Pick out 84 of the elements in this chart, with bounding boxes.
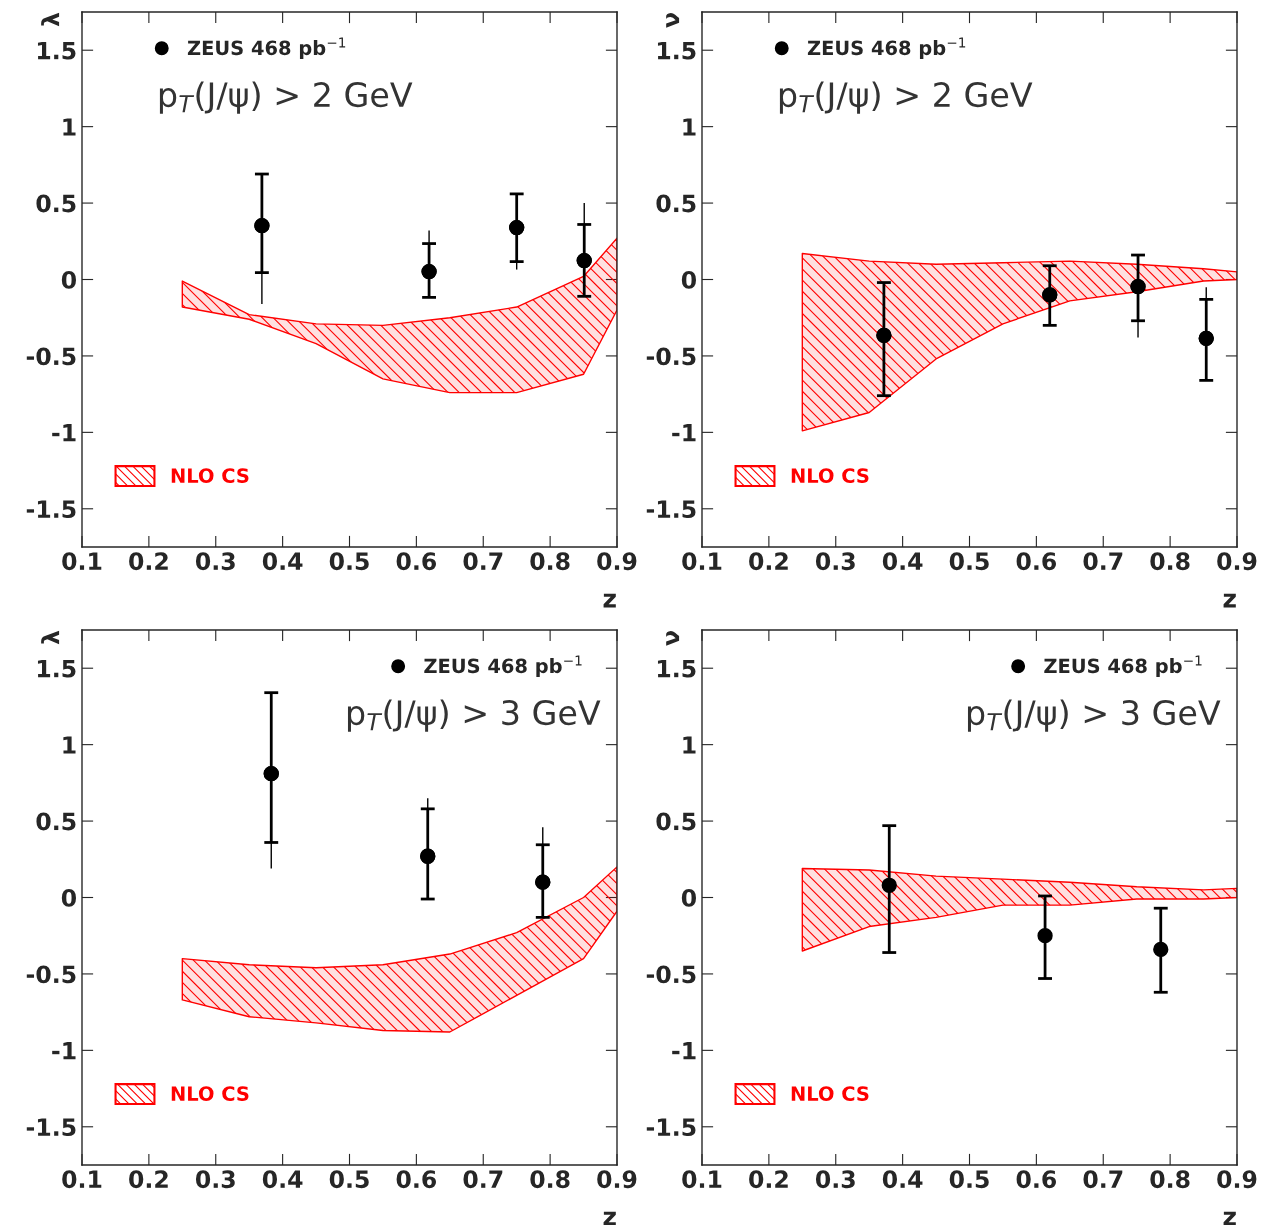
x-axis-title: z — [603, 1211, 616, 1225]
annotation: p$_{T}$(J/ψ) > 3 GeV — [967, 699, 1221, 732]
x-axis-title: z — [1223, 1211, 1236, 1225]
x-tick-label: 0.9 — [597, 1170, 637, 1189]
x-tick-label: 0.7 — [463, 1170, 503, 1189]
legend-label: NLO CS — [791, 468, 869, 483]
x-axis-title: z — [1223, 593, 1236, 608]
legend-label: ZEUS 468 pb$^{−1}$ — [1044, 655, 1202, 677]
legend-label: ZEUS 468 pb$^{−1}$ — [187, 37, 346, 59]
x-tick-label: 0.9 — [597, 552, 637, 571]
x-tick-label: 0.4 — [262, 552, 303, 571]
y-tick-label: 1.5 — [657, 41, 696, 60]
legend-label: NLO CS — [791, 1086, 869, 1101]
x-tick-label: 0.1 — [62, 552, 102, 571]
x-tick-label: 0.4 — [882, 552, 923, 571]
y-tick-label: 0.5 — [36, 812, 76, 831]
x-tick-label: 0.2 — [749, 1170, 788, 1189]
y-tick-label: -0.5 — [646, 965, 696, 984]
x-tick-label: 0.3 — [815, 1170, 855, 1189]
x-tick-label: 0.3 — [815, 552, 855, 571]
x-tick-label: 0.4 — [882, 1170, 923, 1189]
y-axis-title: λ — [41, 12, 60, 27]
y-tick-label: 1.5 — [37, 659, 76, 678]
legend-label: ZEUS 468 pb$^{−1}$ — [807, 37, 966, 59]
y-tick-label: 1 — [683, 118, 696, 136]
x-tick-label: 0.6 — [396, 552, 437, 571]
y-tick-label: -1.5 — [26, 500, 76, 519]
annotation: p$_{T}$(J/ψ) > 3 GeV — [347, 699, 601, 732]
x-tick-label: 0.7 — [1083, 1170, 1123, 1189]
legend-label: NLO CS — [171, 1086, 249, 1101]
y-tick-label: 1.5 — [657, 659, 696, 678]
x-tick-label: 0.2 — [129, 552, 168, 571]
y-tick-label: 0 — [681, 888, 697, 907]
y-tick-label: 0.5 — [36, 194, 76, 213]
x-tick-label: 0.7 — [463, 552, 503, 571]
y-tick-label: 0.5 — [656, 194, 696, 213]
x-tick-label: 0.2 — [749, 552, 788, 571]
y-tick-label: -0.5 — [646, 347, 696, 366]
y-tick-label: -1 — [52, 1042, 76, 1060]
x-tick-label: 0.9 — [1217, 1170, 1257, 1189]
y-tick-label: 1 — [683, 736, 696, 754]
y-tick-label: 1 — [63, 118, 76, 136]
y-tick-label: 0 — [61, 270, 77, 289]
y-tick-label: 1 — [63, 736, 76, 754]
x-tick-label: 0.3 — [195, 1170, 235, 1189]
y-tick-label: -1.5 — [646, 500, 696, 519]
x-tick-label: 0.1 — [682, 1170, 722, 1189]
y-tick-label: 0.5 — [656, 812, 696, 831]
x-tick-label: 0.8 — [530, 552, 570, 571]
x-tick-label: 0.5 — [949, 1170, 989, 1189]
x-tick-label: 0.8 — [530, 1170, 570, 1189]
y-tick-label: -0.5 — [26, 347, 76, 366]
y-tick-label: 0 — [61, 888, 77, 907]
x-tick-label: 0.5 — [949, 552, 989, 571]
y-tick-label: -1 — [52, 424, 76, 442]
y-tick-label: -1.5 — [646, 1118, 696, 1137]
y-tick-label: 0 — [681, 270, 697, 289]
y-tick-label: -1 — [672, 1042, 696, 1060]
x-tick-label: 0.6 — [1016, 552, 1057, 571]
x-tick-label: 0.1 — [62, 1170, 102, 1189]
y-axis-title: ν — [666, 631, 680, 646]
annotation: p$_{T}$(J/ψ) > 2 GeV — [159, 81, 413, 114]
x-tick-label: 0.6 — [396, 1170, 437, 1189]
y-tick-label: -1 — [672, 424, 696, 442]
legend-label: ZEUS 468 pb$^{−1}$ — [424, 655, 582, 677]
y-tick-label: -1.5 — [26, 1118, 76, 1137]
x-tick-label: 0.6 — [1016, 1170, 1057, 1189]
x-tick-label: 0.7 — [1083, 552, 1123, 571]
x-tick-label: 0.2 — [129, 1170, 168, 1189]
x-axis-title: z — [603, 593, 616, 608]
x-tick-label: 0.8 — [1150, 552, 1190, 571]
x-tick-label: 0.4 — [262, 1170, 303, 1189]
x-tick-label: 0.9 — [1217, 552, 1257, 571]
x-tick-label: 0.5 — [329, 1170, 369, 1189]
y-tick-label: -0.5 — [26, 965, 76, 984]
x-tick-label: 0.1 — [682, 552, 722, 571]
legend-label: NLO CS — [171, 468, 249, 483]
x-tick-label: 0.3 — [195, 552, 235, 571]
annotation: p$_{T}$(J/ψ) > 2 GeV — [779, 81, 1033, 114]
x-tick-label: 0.8 — [1150, 1170, 1190, 1189]
y-axis-title: λ — [41, 630, 60, 645]
x-tick-label: 0.5 — [329, 552, 369, 571]
y-axis-title: ν — [666, 13, 680, 28]
y-tick-label: 1.5 — [37, 41, 76, 60]
